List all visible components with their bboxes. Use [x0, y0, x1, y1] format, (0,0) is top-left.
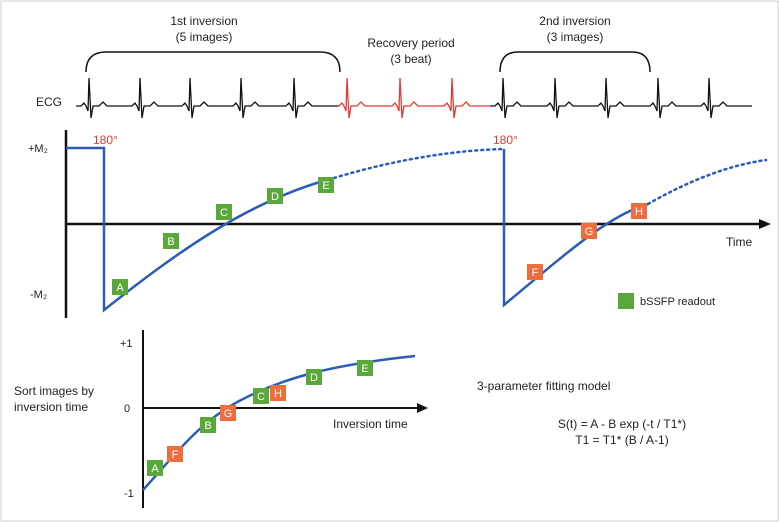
fitting-title: 3-parameter fitting model: [477, 379, 610, 393]
second-recovery-dotted: [646, 158, 768, 206]
legend-label: bSSFP readout: [640, 296, 715, 308]
sorted-x-label: Inversion time: [333, 417, 408, 431]
sorted-point-D: D: [306, 369, 322, 385]
first-recovery-dotted: [332, 147, 506, 180]
svg-text:E: E: [322, 180, 329, 192]
svg-text:D: D: [310, 372, 318, 384]
readout-B: B: [163, 233, 179, 249]
svg-text:C: C: [257, 391, 265, 403]
second-inversion-count: (3 images): [547, 30, 604, 44]
sorted-point-H: H: [270, 385, 286, 401]
svg-text:H: H: [274, 388, 282, 400]
svg-text:B: B: [204, 420, 211, 432]
readout-C: C: [216, 204, 232, 220]
ecg-trace: [76, 77, 752, 119]
second-recovery-curve: [502, 149, 649, 308]
ecg-segment-first: [76, 77, 338, 119]
ecg-label: ECG: [36, 95, 62, 109]
second-inversion-label: 2nd inversion: [539, 14, 610, 28]
sort-label-2: inversion time: [14, 400, 88, 414]
first-inversion-brace: [85, 51, 341, 73]
first-inversion-count: (5 images): [176, 30, 233, 44]
first-pulse-label: 180°: [93, 133, 118, 147]
main-time-arrow-icon: [759, 219, 771, 229]
svg-text:F: F: [172, 449, 179, 461]
recovery-count: (3 beat): [390, 52, 431, 66]
readout-D: D: [267, 188, 283, 204]
ecg-segment-second: [490, 77, 752, 119]
legend-swatch: [618, 293, 634, 309]
ecg-segment-recovery: [338, 77, 490, 119]
sorted-point-A: A: [147, 460, 163, 476]
minus-m-label: -M₂: [30, 289, 47, 301]
svg-text:B: B: [167, 236, 174, 248]
second-inversion-brace: [499, 51, 651, 73]
first-recovery-curve: [66, 146, 335, 313]
sorted-point-G: G: [220, 405, 236, 421]
sorted-point-F: F: [167, 446, 183, 462]
first-inversion-label: 1st inversion: [170, 14, 237, 28]
fitting-equation-1: S(t) = A - B exp (-t / T1*): [558, 417, 686, 431]
svg-text:C: C: [220, 207, 228, 219]
second-pulse-label: 180°: [493, 133, 518, 147]
readout-A: A: [112, 279, 128, 295]
sorted-y-bottom: -1: [124, 488, 134, 500]
svg-text:A: A: [151, 463, 159, 475]
readout-G: G: [581, 223, 597, 239]
sorted-y-zero: 0: [124, 403, 130, 415]
svg-text:F: F: [532, 267, 539, 279]
sorted-x-arrow-icon: [417, 403, 428, 413]
recovery-label: Recovery period: [367, 36, 454, 50]
plus-m-label: +M₂: [28, 143, 48, 155]
svg-text:G: G: [585, 226, 594, 238]
svg-text:D: D: [271, 191, 279, 203]
fitting-equation-2: T1 = T1* (B / A-1): [575, 433, 668, 447]
svg-text:G: G: [224, 408, 233, 420]
sorted-point-E: E: [357, 360, 373, 376]
sort-label-1: Sort images by: [14, 384, 94, 398]
time-axis-label: Time: [726, 235, 753, 249]
readout-F: F: [527, 264, 543, 280]
sorted-point-C: C: [253, 388, 269, 404]
svg-text:E: E: [361, 363, 368, 375]
readout-E: E: [318, 177, 334, 193]
svg-text:H: H: [635, 206, 643, 218]
sorted-y-top: +1: [120, 338, 133, 350]
svg-text:A: A: [116, 282, 124, 294]
sorted-point-B: B: [200, 417, 216, 433]
readout-H: H: [631, 203, 647, 219]
